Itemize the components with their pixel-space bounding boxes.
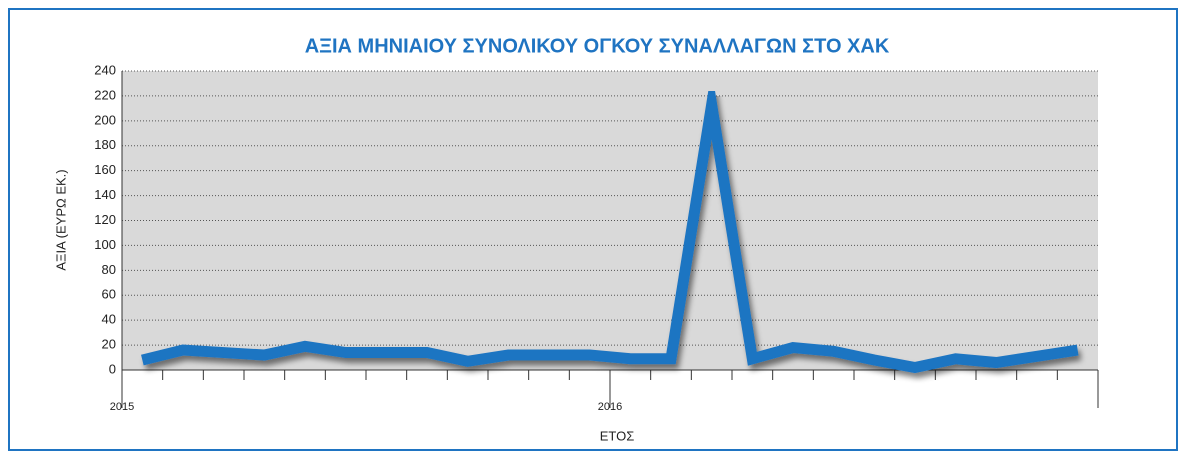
y-axis-label: ΑΞΙΑ (ΕΥΡΩ ΕΚ.) [53, 169, 68, 270]
y-tick-label: 220 [94, 87, 116, 102]
y-tick-label: 160 [94, 162, 116, 177]
x-tick-label: 2015 [110, 401, 134, 413]
data-line [141, 69, 1079, 374]
y-tick-label: 180 [94, 137, 116, 152]
y-tick-label: 120 [94, 212, 116, 227]
y-tick-label: 100 [94, 237, 116, 252]
y-tick-label: 80 [102, 262, 116, 277]
chart-title: ΑΞΙΑ ΜΗΝΙΑΙΟΥ ΣΥΝΟΛΙΚΟΥ ΟΓΚΟΥ ΣΥΝΑΛΛΑΓΩΝ… [305, 35, 890, 57]
y-tick-label: 0 [109, 361, 116, 376]
y-tick-label: 200 [94, 112, 116, 127]
x-tick-label: 2016 [598, 401, 622, 413]
y-tick-label: 140 [94, 187, 116, 202]
y-tick-label: 60 [102, 287, 116, 302]
y-tick-label: 20 [102, 337, 116, 352]
y-tick-label: 240 [94, 62, 116, 77]
x-axis-label: ΕΤΟΣ [600, 428, 635, 443]
y-tick-label: 40 [102, 312, 116, 327]
plot-area [122, 71, 1098, 370]
